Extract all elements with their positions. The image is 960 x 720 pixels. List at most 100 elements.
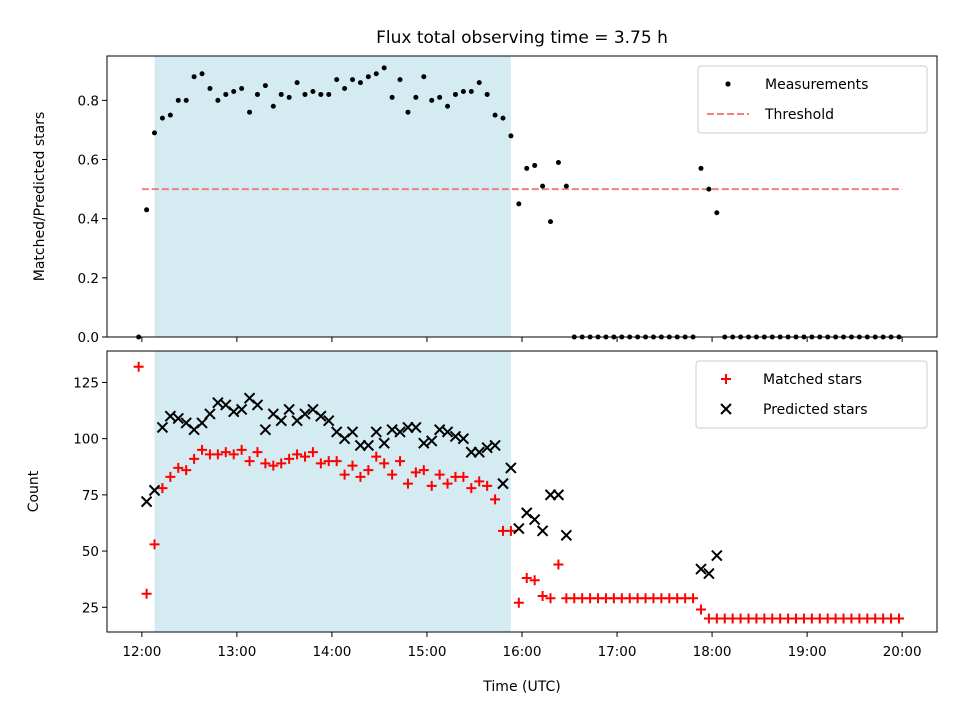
- predicted-star-point: [196, 417, 208, 429]
- matched-star-point: [268, 460, 279, 471]
- y-tick-label: 75: [82, 488, 99, 504]
- matched-star-point: [529, 575, 540, 586]
- predicted-star-point: [497, 477, 509, 490]
- predicted-star-point: [346, 426, 359, 438]
- measurement-point: [524, 165, 530, 171]
- measurement-point: [199, 71, 205, 77]
- predicted-star-point: [283, 403, 295, 416]
- predicted-star-point: [489, 439, 501, 452]
- measurement-point: [714, 210, 720, 216]
- matched-star-point: [307, 447, 318, 458]
- predicted-star-point: [164, 410, 177, 422]
- matched-star-point: [133, 361, 144, 372]
- predicted-star-point: [172, 412, 184, 425]
- matched-star-point: [236, 444, 247, 455]
- matched-star-point: [315, 458, 326, 469]
- measurement-point: [223, 91, 229, 97]
- predicted-star-point: [204, 408, 216, 420]
- legend: Matched stars Predicted stars: [695, 360, 928, 429]
- matched-star-point: [244, 456, 255, 467]
- x-axis-ticks: [141, 337, 903, 342]
- legend-marker-matched: [721, 374, 731, 384]
- y-tick-label: 50: [82, 544, 99, 560]
- legend-label-threshold: Threshold: [764, 107, 834, 123]
- matched-star-point: [513, 597, 524, 608]
- y-axis-label: Count: [26, 470, 42, 512]
- predicted-star-point: [156, 421, 169, 434]
- x-tick-label: 14:00: [312, 644, 351, 660]
- x-tick-label: 17:00: [598, 644, 637, 660]
- measurement-point: [342, 86, 348, 92]
- measurement-point: [468, 88, 474, 94]
- predicted-star-point: [536, 525, 549, 537]
- legend-box: [697, 65, 928, 134]
- predicted-star-point: [362, 439, 375, 452]
- matched-star-point: [347, 460, 358, 471]
- matched-star-point: [339, 469, 350, 480]
- measurement-point: [508, 133, 514, 139]
- predicted-star-point: [695, 563, 707, 575]
- measurement-point: [500, 115, 506, 121]
- y-tick-label: 125: [73, 375, 99, 391]
- measurement-point: [191, 74, 197, 80]
- matched-star-point: [197, 444, 208, 455]
- measurements-panel: 0.00.20.40.60.8 Matched/Predicted stars …: [32, 55, 938, 346]
- measurement-point: [278, 91, 284, 97]
- predicted-star-point: [299, 408, 311, 420]
- x-tick-label: 15:00: [408, 644, 447, 660]
- matched-star-point: [395, 456, 406, 467]
- predicted-star-point: [140, 495, 153, 508]
- measurement-point: [421, 74, 427, 80]
- matched-star-point: [276, 458, 287, 469]
- observing-window-span: [154, 56, 511, 337]
- measurement-point: [397, 77, 403, 83]
- predicted-star-point: [259, 423, 272, 436]
- measurement-point: [318, 91, 324, 97]
- measurement-point: [215, 97, 221, 103]
- y-tick-label: 0.4: [78, 212, 99, 228]
- x-tick-label: 19:00: [788, 644, 827, 660]
- predicted-star-point: [441, 426, 454, 438]
- measurement-point: [302, 91, 308, 97]
- measurement-point: [270, 103, 276, 109]
- measurement-point: [540, 183, 546, 189]
- measurement-point: [445, 103, 451, 109]
- counts-panel: 25 50 75 100 125 12:00 13:00 14:00 15:00 16:00 17…: [26, 350, 938, 695]
- matched-star-point: [260, 458, 271, 469]
- matched-star-point: [466, 483, 477, 494]
- x-axis: 12:00 13:00 14:00 15:00 16:00 17:00 18:00 19:00…: [122, 632, 922, 660]
- matched-star-point: [220, 447, 231, 458]
- observing-window-span: [154, 351, 511, 632]
- matched-star-point: [173, 462, 184, 473]
- matched-star-point: [149, 539, 160, 550]
- x-axis-label: Time (UTC): [482, 679, 560, 695]
- measurement-point: [476, 80, 482, 86]
- x-tick-label: 12:00: [122, 644, 161, 660]
- data-marks: [136, 56, 903, 340]
- predicted-star-point: [370, 426, 382, 438]
- measurement-point: [231, 88, 237, 94]
- matched-star-point: [426, 480, 437, 491]
- legend-marker-measurements: [725, 81, 731, 87]
- matched-star-point: [371, 451, 382, 462]
- predicted-star-point: [473, 446, 485, 458]
- measurement-point: [144, 207, 150, 213]
- matched-star-point: [474, 476, 485, 487]
- matched-star-point: [458, 471, 469, 482]
- x-tick-label: 16:00: [503, 644, 542, 660]
- measurement-point: [460, 88, 466, 94]
- matched-star-point: [181, 465, 192, 476]
- matched-star-point: [355, 471, 366, 482]
- matched-star-point: [331, 456, 342, 467]
- matched-star-point: [695, 604, 706, 615]
- measurement-point: [365, 74, 371, 80]
- matched-star-point: [505, 525, 516, 536]
- matched-star-point: [442, 478, 453, 489]
- predicted-star-point: [418, 437, 430, 449]
- predicted-star-point: [394, 426, 406, 438]
- matched-star-point: [379, 458, 390, 469]
- matched-star-point: [212, 449, 223, 460]
- matched-star-point: [387, 469, 398, 480]
- predicted-star-point: [449, 430, 462, 443]
